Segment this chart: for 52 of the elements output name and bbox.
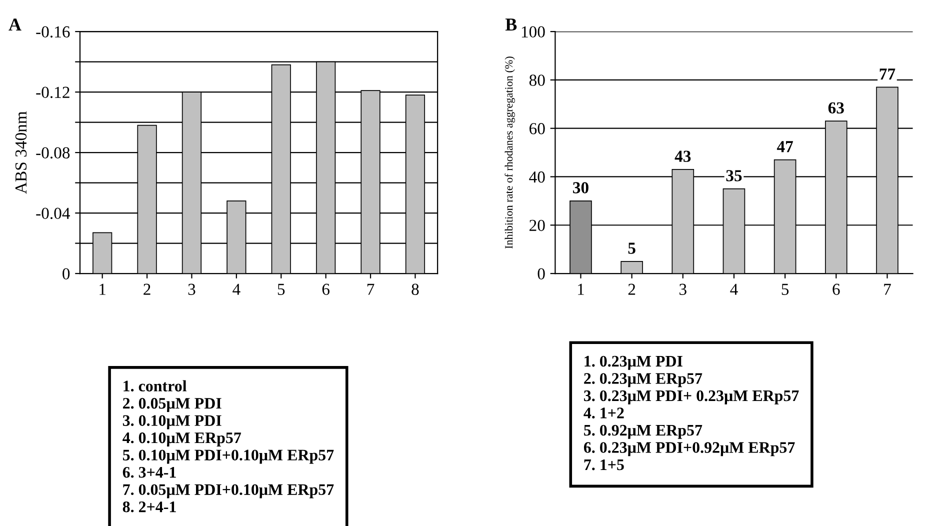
data-label: 63 bbox=[828, 102, 844, 114]
x-tick-label: 5 bbox=[782, 284, 789, 295]
text: 6. 0.23μM PDI+0.92μM ERp57 bbox=[584, 442, 795, 456]
text: 8. 2+4-1 bbox=[122, 501, 176, 512]
data-label: 5 bbox=[628, 242, 636, 254]
y-tick-label: 0 bbox=[538, 268, 545, 280]
x-tick-label: 6 bbox=[832, 284, 840, 295]
y-tick-label: 100 bbox=[522, 26, 545, 38]
x-tick-label: 7 bbox=[884, 284, 891, 295]
y-tick-label: -0.12 bbox=[36, 86, 70, 98]
text: 4. 0.10μM ERp57 bbox=[122, 432, 242, 446]
y-tick-label: 60 bbox=[530, 123, 545, 134]
y-tick-label: -0.04 bbox=[36, 208, 70, 220]
chart-title: B bbox=[505, 18, 517, 31]
x-tick-label: 7 bbox=[367, 284, 374, 295]
x-tick-label: 2 bbox=[628, 284, 636, 295]
y-tick-label: 20 bbox=[530, 220, 545, 232]
y-axis-title: Inhibition rate of rhodanes aggregation (%) bbox=[504, 56, 515, 249]
text: 5. 0.10μM PDI+0.10μM ERp57 bbox=[122, 450, 334, 464]
data-label: 77 bbox=[880, 68, 896, 80]
x-tick-label: 5 bbox=[278, 284, 285, 295]
data-label: 35 bbox=[726, 170, 742, 182]
x-tick-label: 6 bbox=[322, 284, 330, 295]
chart-title: A bbox=[8, 18, 22, 30]
x-tick-label: 8 bbox=[412, 284, 419, 295]
x-tick-label: 4 bbox=[730, 284, 738, 295]
text: 4. 1+2 bbox=[584, 408, 624, 418]
y-tick-label: 0 bbox=[62, 268, 70, 280]
x-tick-label: 3 bbox=[680, 284, 686, 295]
x-tick-label: 2 bbox=[144, 284, 150, 295]
x-tick-label: 1 bbox=[100, 284, 106, 295]
text: 1. control bbox=[124, 380, 187, 392]
text: 7. 0.05μM PDI+0.10μM ERp57 bbox=[123, 484, 334, 498]
text: 3. 0.23μM PDI+ 0.23μM ERp57 bbox=[584, 390, 799, 404]
text: 3. 0.10μM PDI bbox=[122, 415, 222, 430]
x-tick-label: 4 bbox=[232, 284, 240, 295]
y-tick-label: -0.08 bbox=[36, 147, 70, 159]
data-label: 43 bbox=[674, 150, 691, 162]
x-tick-label: 1 bbox=[578, 284, 584, 295]
text: 6. 3+4-1 bbox=[122, 466, 176, 478]
text: 7. 1+5 bbox=[584, 459, 624, 470]
y-axis-title: ABS 340nm bbox=[15, 111, 27, 194]
y-tick-label: -0.16 bbox=[36, 26, 70, 38]
text: 2. 0.05μM PDI bbox=[123, 398, 222, 412]
data-label: 47 bbox=[776, 141, 793, 152]
text: 2. 0.23μM ERp57 bbox=[584, 373, 702, 388]
y-tick-label: 40 bbox=[529, 171, 545, 183]
data-label: 30 bbox=[573, 182, 588, 194]
y-tick-label: 80 bbox=[529, 74, 545, 86]
text: 5. 0.92μM ERp57 bbox=[584, 424, 702, 439]
x-tick-label: 3 bbox=[188, 284, 196, 295]
text: 1. 0.23μM PDI bbox=[584, 356, 682, 370]
